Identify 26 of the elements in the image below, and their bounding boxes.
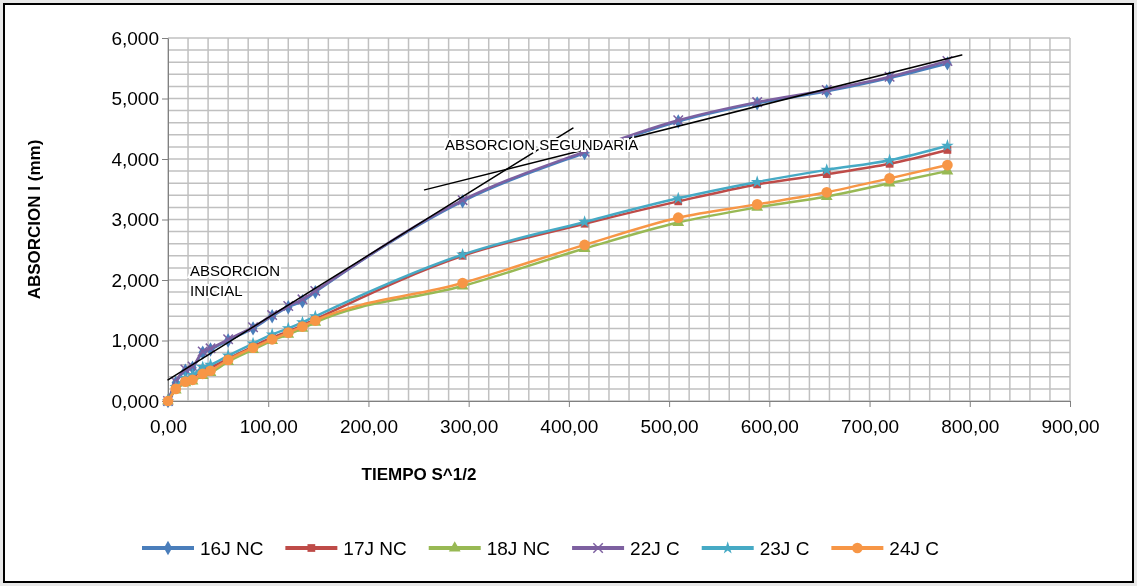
annotation: ABSORCION INICIAL	[190, 262, 281, 299]
y-tick-label: 3,000	[111, 209, 159, 231]
y-tick-label: 1,000	[111, 330, 159, 352]
x-tick-label: 800,00	[941, 415, 1000, 437]
legend-label: 22J C	[630, 538, 680, 559]
y-tick-label: 5,000	[111, 88, 159, 110]
y-tick-label: 6,000	[111, 27, 159, 49]
x-axis-title: TIEMPO S^1/2	[361, 465, 477, 484]
y-axis-title: ABSORCION I (mm)	[25, 139, 44, 300]
x-tick-label: 500,00	[640, 415, 699, 437]
legend-label: 17J NC	[343, 538, 407, 559]
x-tick-label: 600,00	[740, 415, 799, 437]
y-tick-label: 4,000	[111, 148, 159, 170]
legend-label: 24J C	[889, 538, 939, 559]
x-tick-label: 900,00	[1041, 415, 1100, 437]
y-tick-label: 2,000	[111, 269, 159, 291]
legend-label: 18J NC	[486, 538, 551, 559]
x-tick-label: 300,00	[440, 415, 499, 437]
x-tick-label: 200,00	[339, 415, 399, 437]
x-tick-label: 0,00	[150, 415, 187, 437]
x-tick-label: 700,00	[840, 415, 900, 437]
y-tick-label: 0,000	[111, 390, 159, 412]
legend-label: 23J C	[759, 538, 810, 559]
legend-label: 16J NC	[200, 538, 264, 559]
x-tick-label: 400,00	[540, 415, 599, 437]
x-tick-label: 100,00	[239, 415, 298, 437]
